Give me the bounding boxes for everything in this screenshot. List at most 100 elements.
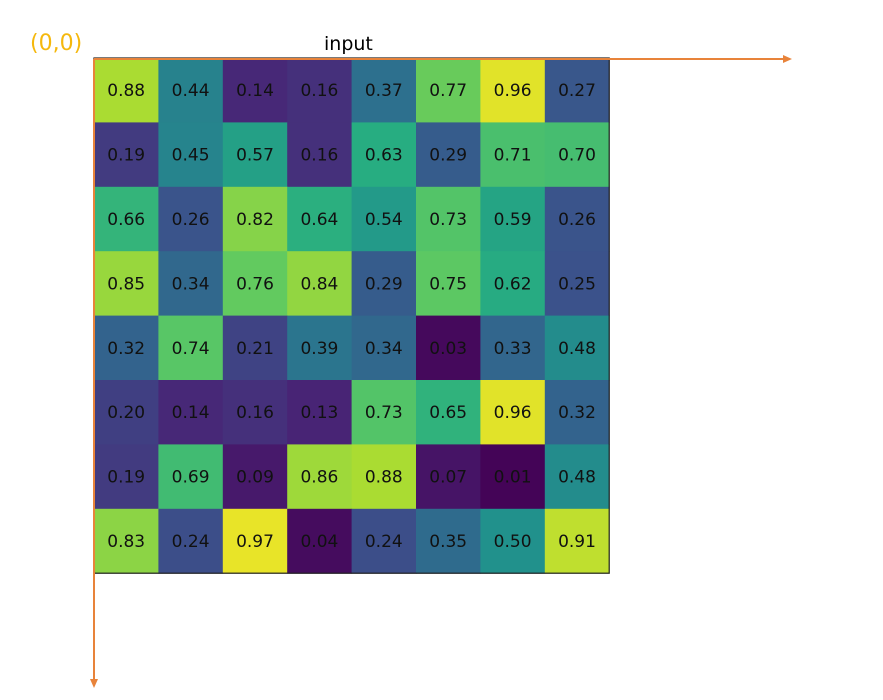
cell-value-label: 0.32 bbox=[558, 403, 596, 423]
cell-value-label: 0.27 bbox=[558, 81, 596, 101]
cell-value-label: 0.66 bbox=[107, 210, 145, 230]
cell-value-label: 0.69 bbox=[172, 468, 210, 488]
heatmap-cell bbox=[94, 508, 159, 574]
heatmap-cell bbox=[158, 186, 224, 252]
cell-value-label: 0.33 bbox=[494, 339, 532, 359]
cell-value-label: 0.14 bbox=[172, 403, 210, 423]
cell-value-label: 0.64 bbox=[300, 210, 338, 230]
heatmap-cell bbox=[351, 380, 417, 445]
heatmap-cell bbox=[480, 508, 546, 574]
cell-value-label: 0.88 bbox=[107, 81, 145, 101]
cell-value-label: 0.01 bbox=[494, 468, 532, 488]
cell-value-label: 0.19 bbox=[107, 146, 145, 166]
heatmap-cell bbox=[480, 122, 546, 188]
cell-value-label: 0.77 bbox=[429, 81, 467, 101]
heatmap-cell bbox=[222, 444, 288, 510]
cell-value-label: 0.88 bbox=[365, 468, 403, 488]
heatmap-cell bbox=[287, 380, 353, 445]
heatmap-cell bbox=[158, 251, 224, 317]
heatmap-cell bbox=[94, 186, 159, 252]
heatmap-cell bbox=[222, 380, 288, 445]
cell-value-label: 0.09 bbox=[236, 468, 274, 488]
cell-value-label: 0.07 bbox=[429, 468, 467, 488]
heatmap-cell bbox=[351, 444, 417, 510]
heatmap-cell bbox=[222, 122, 288, 188]
cell-value-label: 0.16 bbox=[236, 403, 274, 423]
heatmap-cell bbox=[158, 315, 224, 381]
cell-value-label: 0.73 bbox=[429, 210, 467, 230]
x-axis-arrowhead bbox=[783, 55, 792, 63]
heatmap-cell bbox=[287, 58, 353, 123]
cell-value-label: 0.63 bbox=[365, 146, 403, 166]
heatmap-cell bbox=[94, 58, 159, 123]
heatmap-cell bbox=[158, 58, 224, 123]
cell-value-label: 0.04 bbox=[300, 532, 338, 552]
heatmap-cell bbox=[287, 251, 353, 317]
heatmap-cell bbox=[351, 508, 417, 574]
cell-value-label: 0.65 bbox=[429, 403, 467, 423]
heatmap-cell bbox=[351, 122, 417, 188]
cell-value-label: 0.45 bbox=[172, 146, 210, 166]
cell-value-label: 0.86 bbox=[300, 468, 338, 488]
heatmap-cell bbox=[480, 315, 546, 381]
heatmap-cell bbox=[416, 251, 481, 317]
heatmap-cell bbox=[158, 380, 224, 445]
heatmap-cell bbox=[351, 186, 417, 252]
cell-value-label: 0.71 bbox=[494, 146, 532, 166]
cell-value-label: 0.34 bbox=[365, 339, 403, 359]
chart-title: input bbox=[324, 33, 373, 55]
heatmap-cell bbox=[287, 122, 353, 188]
heatmap-cell bbox=[416, 380, 481, 445]
heatmap-cell bbox=[94, 380, 159, 445]
heatmap-cell bbox=[416, 444, 481, 510]
origin-label: (0,0) bbox=[30, 31, 83, 56]
heatmap-cell bbox=[94, 251, 159, 317]
cell-value-label: 0.84 bbox=[300, 274, 338, 294]
cell-value-label: 0.24 bbox=[365, 532, 403, 552]
heatmap-cell bbox=[287, 508, 353, 574]
heatmap-cell bbox=[222, 508, 288, 574]
cell-value-label: 0.32 bbox=[107, 339, 145, 359]
heatmap-cell bbox=[416, 58, 481, 123]
heatmap-cell bbox=[222, 251, 288, 317]
cell-value-label: 0.21 bbox=[236, 339, 274, 359]
cell-value-label: 0.85 bbox=[107, 274, 145, 294]
cell-value-label: 0.39 bbox=[300, 339, 338, 359]
cell-value-label: 0.97 bbox=[236, 532, 274, 552]
heatmap-cell bbox=[94, 444, 159, 510]
cell-value-label: 0.34 bbox=[172, 274, 210, 294]
heatmap-cell bbox=[287, 444, 353, 510]
heatmap-cell bbox=[351, 251, 417, 317]
cell-value-label: 0.48 bbox=[558, 468, 596, 488]
cell-value-label: 0.19 bbox=[107, 468, 145, 488]
cell-value-label: 0.14 bbox=[236, 81, 274, 101]
cell-value-label: 0.59 bbox=[494, 210, 532, 230]
heatmap-cell bbox=[158, 508, 224, 574]
cell-value-label: 0.70 bbox=[558, 146, 596, 166]
heatmap-cell bbox=[222, 186, 288, 252]
cell-value-label: 0.37 bbox=[365, 81, 403, 101]
heatmap-cell bbox=[416, 508, 481, 574]
heatmap-cell bbox=[416, 122, 481, 188]
heatmap-cell bbox=[287, 315, 353, 381]
cell-value-label: 0.26 bbox=[558, 210, 596, 230]
cell-value-label: 0.48 bbox=[558, 339, 596, 359]
cell-value-label: 0.16 bbox=[300, 81, 338, 101]
heatmap-cell bbox=[287, 186, 353, 252]
heatmap-cell bbox=[544, 251, 610, 317]
cell-value-label: 0.54 bbox=[365, 210, 403, 230]
heatmap-cell bbox=[544, 380, 610, 445]
heatmap-cell bbox=[416, 186, 481, 252]
heatmap-cell bbox=[158, 122, 224, 188]
heatmap-cell bbox=[544, 186, 610, 252]
cell-value-label: 0.50 bbox=[494, 532, 532, 552]
y-axis-arrowhead bbox=[90, 679, 98, 688]
heatmap-cell bbox=[480, 444, 546, 510]
heatmap-cell bbox=[94, 122, 159, 188]
cell-value-label: 0.91 bbox=[558, 532, 596, 552]
cell-value-label: 0.57 bbox=[236, 146, 274, 166]
cell-value-label: 0.24 bbox=[172, 532, 210, 552]
cell-value-label: 0.76 bbox=[236, 274, 274, 294]
